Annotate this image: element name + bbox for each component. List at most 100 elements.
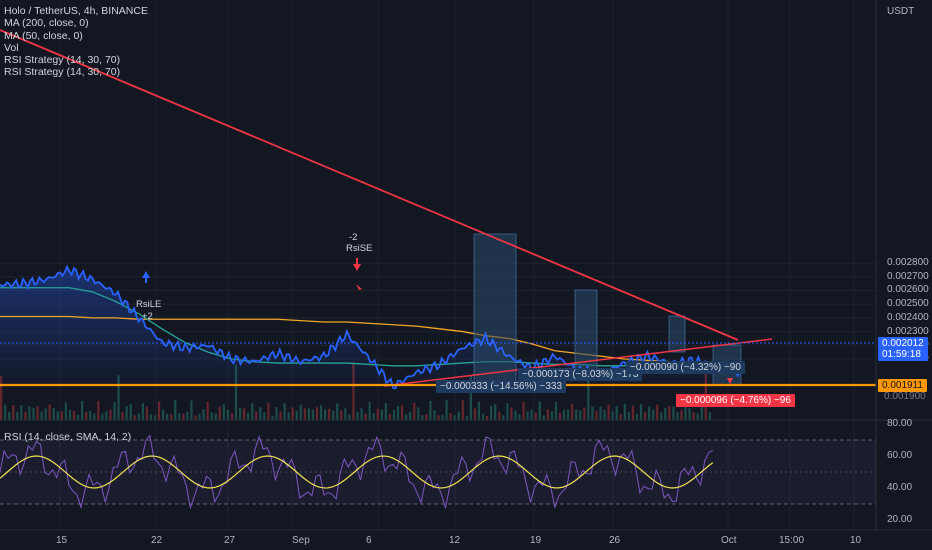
price-tick: 0.002500 [887,298,929,310]
volume-bar [251,403,254,420]
time-tick: Sep [292,535,310,546]
volume-bar [178,413,181,420]
volume-bar [409,411,412,420]
volume-bar [157,401,161,420]
volume-bar [336,403,339,420]
volume-bar [668,406,671,420]
volume-bar [162,409,165,420]
volume-bar [364,413,367,420]
volume-bar [206,401,209,420]
volume-bar [214,413,217,420]
volume-bar [243,408,246,420]
volume-bar [518,414,521,420]
legend-vol[interactable]: Vol [4,41,19,54]
volume-bar [652,409,655,420]
volume-bar [194,415,197,420]
volume-bar [145,406,148,420]
volume-bar [567,409,570,420]
volume-bar [506,403,509,420]
volume-bar [550,411,553,420]
time-tick: 15 [56,535,68,546]
volume-bar [530,409,533,420]
volume-bar [356,411,359,420]
volume-bar [190,400,193,420]
legend-ma200[interactable]: MA (200, close, 0) [4,17,89,30]
symbol-title[interactable]: Holo / TetherUS, 4h, BINANCE [4,5,148,17]
volume-bar [117,375,120,420]
volume-bar [360,408,363,420]
volume-bar [656,404,659,420]
volume-bar [421,414,424,420]
volume-bar [52,407,55,420]
rsi-tick: 40.00 [887,482,913,493]
volume-bar [222,404,225,420]
candle-countdown: 01:59:18 [882,349,921,360]
legend-ma50[interactable]: MA (50, close, 0) [4,29,83,42]
volume-bar [259,407,262,420]
volume-bar [643,412,647,420]
volume-bar [89,410,92,420]
volume-bar [267,402,270,420]
volume-bar [461,400,464,420]
trade-result-3: −0.000090 (−4.32%) −90 [626,361,745,374]
price-tick: 0.002700 [887,270,929,282]
volume-bar [396,405,400,420]
volume-bar [558,412,562,420]
volume-bar [700,401,703,420]
volume-bar [611,411,614,420]
legend-rsi-strategy-1[interactable]: RSI Strategy (14, 30, 70) [4,54,121,67]
volume-bar [631,405,634,420]
volume-bar [76,414,80,420]
volume-bar [328,408,331,420]
price-line [0,264,741,390]
volume-bar [344,408,347,420]
volume-bar [81,401,84,420]
volume-bar [234,364,238,420]
volume-bar [303,408,306,420]
volume-bar [522,401,525,420]
volume-bar [607,404,610,420]
volume-bar [595,410,598,420]
volume-bar [97,400,100,420]
legend-rsi-strategy-2[interactable]: RSI Strategy (14, 30, 70) [4,66,121,79]
volume-bar [627,411,630,420]
volume-bar [425,414,428,420]
volume-bar [8,411,11,420]
time-tick: 6 [366,535,372,546]
volume-bar [121,412,124,420]
volume-bar [174,400,177,420]
rsi-legend[interactable]: RSI (14, close, SMA, 14, 2) [4,431,132,443]
volume-bar [85,411,88,420]
volume-bar [315,407,319,420]
volume-bar [372,413,375,420]
rsi-line [0,434,714,510]
volume-bar [429,400,432,420]
trade-box [574,289,598,371]
volume-bar [441,414,444,420]
volume-bar [287,412,290,420]
volume-bar [692,412,695,420]
volume-bar [247,412,250,420]
volume-bar [392,409,396,420]
volume-bar [332,410,335,420]
volume-bar [101,413,104,420]
volume-bar [311,409,315,420]
volume-bar [510,407,513,420]
volume-bar [230,413,234,420]
volume-bar [684,403,687,420]
short-signal-label: RsiSE [346,243,373,254]
volume-bar [255,411,258,420]
volume-bar [166,414,169,420]
support-price-tail-tick: 0.001900 [884,391,926,402]
volume-bar [575,409,578,420]
volume-bar [433,410,436,420]
volume-bar [36,406,39,420]
volume-bar [477,401,481,420]
volume-bar [141,403,144,420]
volume-bar [615,405,618,420]
volume-bar [376,408,379,420]
volume-bar [473,408,477,420]
support-price-tag: 0.001911 [878,379,927,392]
